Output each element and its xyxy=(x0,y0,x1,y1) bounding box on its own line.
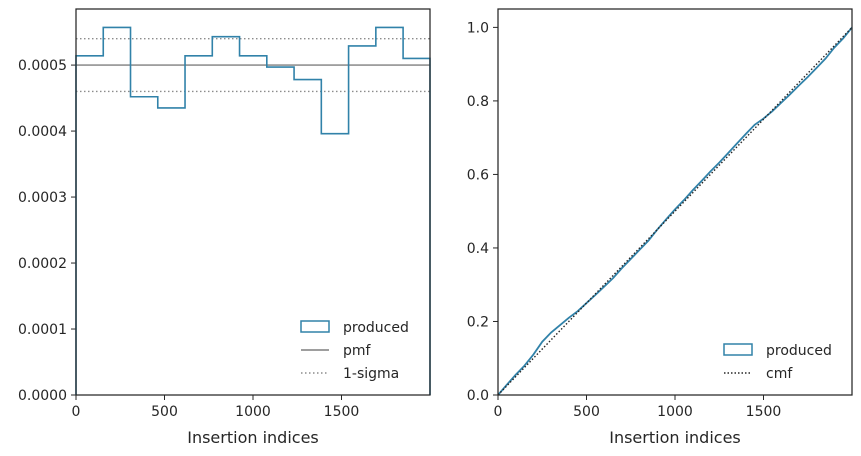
left-axes-frame xyxy=(75,8,431,396)
y-tick-label: 0.4 xyxy=(467,241,489,257)
y-tick-label: 0.0002 xyxy=(18,256,67,272)
y-tick-label: 1.0 xyxy=(467,20,489,36)
legend-label-produced-cmf: produced xyxy=(766,343,832,359)
right-legend: produced cmf xyxy=(723,343,832,382)
x-tick-label: 1500 xyxy=(746,404,782,420)
pmf-histogram-panel: 0 500 1000 1500 0.0000 0.0001 0.0002 0.0003 0.00… xyxy=(18,8,431,447)
x-tick-label: 1500 xyxy=(324,404,360,420)
legend-swatch-produced-cmf xyxy=(723,343,753,356)
left-legend: produced pmf 1-sigma xyxy=(300,320,409,382)
cmf-panel: 0 500 1000 1500 0.0 0.2 0.4 0.6 0.8 1.0 Insertion… xyxy=(467,8,853,447)
legend-label-produced: produced xyxy=(343,320,409,336)
left-x-axis-label: Insertion indices xyxy=(187,428,319,447)
cmf-line xyxy=(497,26,853,396)
x-tick-label: 1000 xyxy=(657,404,693,420)
produced-histogram xyxy=(75,26,431,395)
legend-label-1-sigma: 1-sigma xyxy=(343,366,399,382)
y-tick-label: 0.0004 xyxy=(18,124,67,140)
legend-label-pmf: pmf xyxy=(343,343,372,359)
y-tick-label: 0.2 xyxy=(467,314,489,330)
y-tick-label: 0.0 xyxy=(467,388,489,404)
x-tick-label: 0 xyxy=(494,404,503,420)
legend-swatch-produced xyxy=(300,320,330,333)
y-tick-label: 0.6 xyxy=(467,167,489,183)
x-tick-label: 0 xyxy=(72,404,81,420)
produced-cdf-line xyxy=(497,26,853,396)
y-tick-label: 0.0003 xyxy=(18,190,67,206)
x-tick-label: 500 xyxy=(151,404,178,420)
y-tick-label: 0.0001 xyxy=(18,322,67,338)
y-tick-label: 0.0005 xyxy=(18,58,67,74)
y-tick-label: 0.0000 xyxy=(18,388,67,404)
y-tick-label: 0.8 xyxy=(467,94,489,110)
x-tick-label: 1000 xyxy=(235,404,271,420)
x-tick-label: 500 xyxy=(573,404,600,420)
right-axes-frame xyxy=(497,8,853,396)
legend-label-cmf: cmf xyxy=(766,366,793,382)
right-x-axis-label: Insertion indices xyxy=(609,428,741,447)
